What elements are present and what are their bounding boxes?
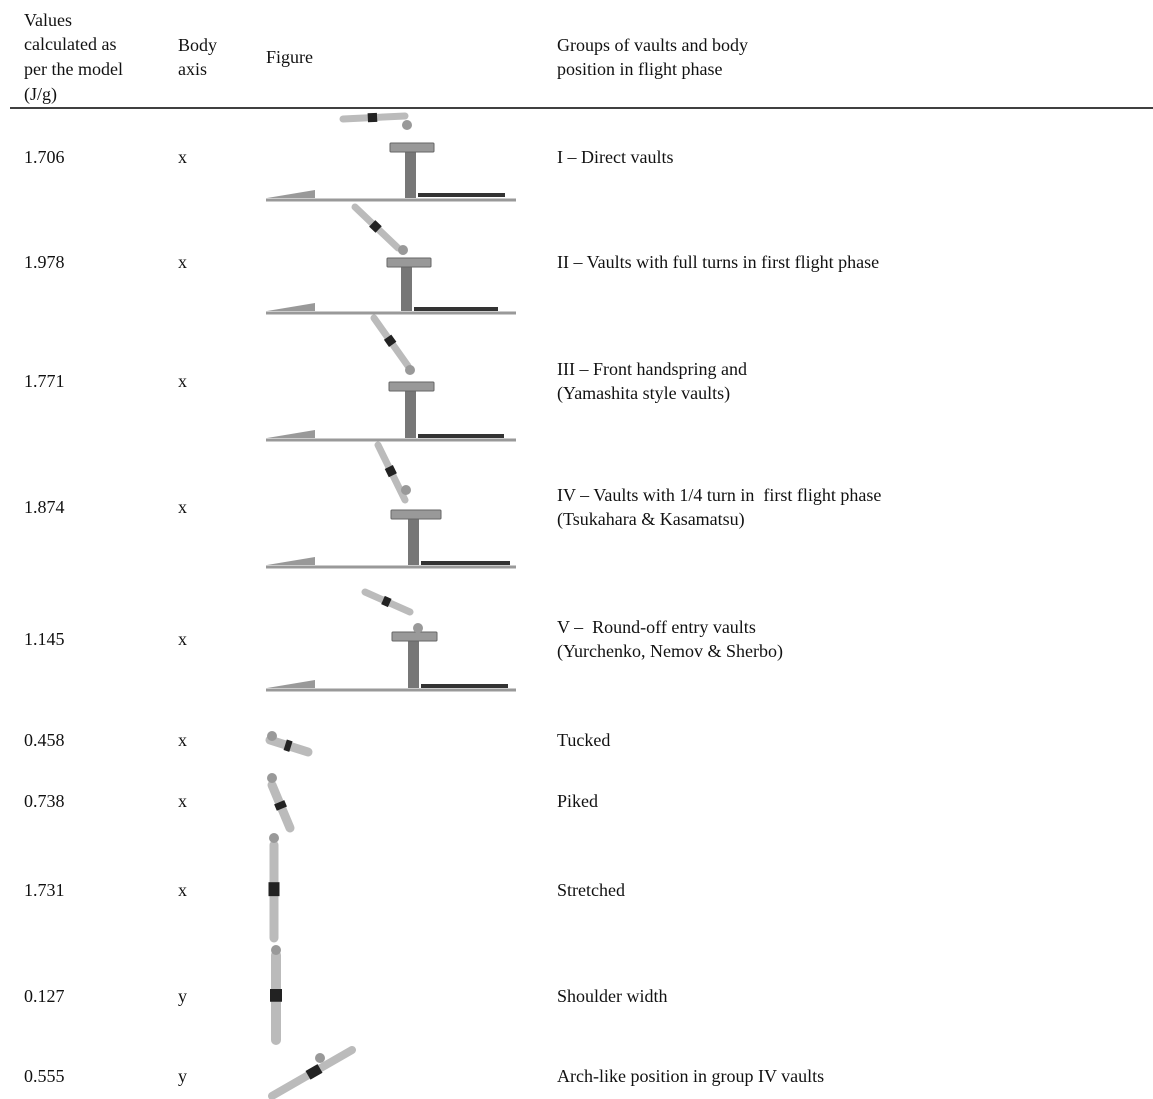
vault-pillar — [401, 267, 412, 311]
axis-cell: x — [178, 629, 187, 649]
value-cell: 1.771 — [24, 371, 65, 391]
header-cell: position in flight phase — [557, 59, 723, 79]
vault-pillar — [408, 641, 419, 688]
value-cell: 0.555 — [24, 1066, 65, 1086]
vault-table — [389, 142, 435, 153]
landing-mat — [418, 434, 504, 438]
gymnast-head — [402, 120, 412, 130]
value-cell: 0.127 — [24, 986, 65, 1006]
value-cell: 1.145 — [24, 629, 65, 649]
axis-cell: y — [178, 1066, 187, 1086]
value-cell: 0.738 — [24, 791, 65, 811]
gymnast-shorts — [369, 220, 382, 233]
axis-cell: x — [178, 880, 187, 900]
value-cell: 0.458 — [24, 730, 65, 750]
gymnast-shorts — [305, 1064, 323, 1080]
gymnast-head — [413, 623, 423, 633]
springboard — [267, 557, 315, 565]
gymnast-shorts — [274, 800, 287, 811]
vault-table — [386, 257, 432, 268]
axis-cell: x — [178, 730, 187, 750]
header-cell: calculated as — [24, 34, 117, 54]
gymnast-shorts — [283, 739, 293, 752]
springboard — [267, 680, 315, 688]
axis-cell: x — [178, 791, 187, 811]
gymnast-shorts — [384, 465, 397, 478]
springboard — [267, 303, 315, 311]
landing-mat — [421, 561, 510, 565]
description-cell: I – Direct vaults — [557, 147, 674, 167]
vault-table — [390, 509, 442, 520]
springboard — [267, 190, 315, 198]
gymnast-head — [398, 245, 408, 255]
gymnast-head — [315, 1053, 325, 1063]
vault-pillar — [408, 519, 419, 565]
value-cell: 1.706 — [24, 147, 65, 167]
vault-table — [388, 381, 435, 392]
header-cell: Groups of vaults and body — [557, 35, 748, 55]
description-cell: II – Vaults with full turns in first fli… — [557, 252, 880, 272]
axis-cell: x — [178, 497, 187, 517]
description-cell: Piked — [557, 791, 599, 811]
gymnast-head — [267, 731, 277, 741]
description-cell: IV – Vaults with 1/4 turn in first fligh… — [557, 485, 882, 505]
gymnast-shorts — [381, 595, 392, 608]
header-cell: (J/g) — [24, 84, 57, 104]
description-cell: Shoulder width — [557, 986, 668, 1006]
description-cell: Stretched — [557, 880, 625, 900]
description-cell: Tucked — [557, 730, 611, 750]
gymnast-head — [269, 833, 279, 843]
landing-mat — [421, 684, 508, 688]
gymnast-head — [401, 485, 411, 495]
landing-mat — [414, 307, 498, 311]
axis-cell: x — [178, 371, 187, 391]
axis-cell: x — [178, 147, 187, 167]
axis-cell: x — [178, 252, 187, 272]
header-cell: per the model — [24, 59, 123, 79]
header-cell: Values — [24, 10, 72, 30]
gymnast-head — [405, 365, 415, 375]
description-cell: (Yurchenko, Nemov & Sherbo) — [557, 641, 783, 661]
description-cell: III – Front handspring and — [557, 359, 747, 379]
vault-pillar — [405, 391, 416, 438]
header-cell: axis — [178, 59, 207, 79]
value-cell: 1.731 — [24, 880, 65, 900]
header-cell: Body — [178, 35, 218, 55]
gymnast-shorts — [383, 334, 397, 348]
gymnast-head — [271, 945, 281, 955]
landing-mat — [418, 193, 505, 197]
value-cell: 1.978 — [24, 252, 65, 272]
gymnast-head — [267, 773, 277, 783]
value-cell: 1.874 — [24, 497, 65, 517]
description-cell: (Tsukahara & Kasamatsu) — [557, 509, 745, 529]
vault-pillar — [405, 152, 416, 198]
vault-table — [391, 631, 438, 642]
description-cell: Arch-like position in group IV vaults — [557, 1066, 825, 1086]
springboard — [267, 430, 315, 438]
description-cell: V – Round-off entry vaults — [557, 617, 756, 637]
description-cell: (Yamashita style vaults) — [557, 383, 731, 403]
header-cell: Figure — [266, 47, 313, 67]
axis-cell: y — [178, 986, 187, 1006]
